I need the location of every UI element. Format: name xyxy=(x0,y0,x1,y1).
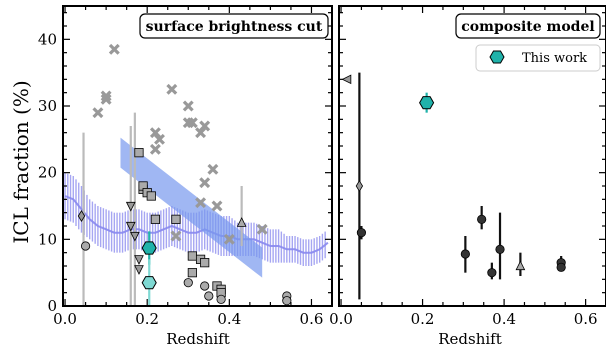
legend-this-work-marker xyxy=(489,50,505,64)
data-point-diamond xyxy=(77,210,86,222)
data-point-circle xyxy=(460,249,470,259)
data-point-circle xyxy=(183,278,193,288)
data-point-circle xyxy=(282,296,292,306)
legend-this-work-label: This work xyxy=(522,51,587,66)
data-point-circle xyxy=(487,268,497,278)
this-work-point xyxy=(141,241,157,255)
data-point-circle xyxy=(80,241,91,251)
data-point-square xyxy=(187,268,197,278)
panel-title-box-right: composite model xyxy=(455,13,601,39)
data-point-circle xyxy=(495,244,505,254)
axes-frame xyxy=(62,5,333,307)
data-point-square xyxy=(171,214,181,224)
x-tick-label: 0.4 xyxy=(217,310,241,328)
this-work-point xyxy=(419,96,435,110)
data-point-cross xyxy=(223,233,235,245)
y-tick-label: 30 xyxy=(38,97,57,115)
data-point-triangle-up xyxy=(515,260,526,271)
data-point-square xyxy=(150,214,161,224)
y-tick-label: 40 xyxy=(38,30,57,48)
panel-composite-model: 0.0 0.2 0.4 0.6 xyxy=(329,5,606,328)
data-point-triangle-down xyxy=(134,255,144,265)
data-point-cross xyxy=(149,127,161,139)
data-point-cross xyxy=(195,197,207,209)
data-point-circle xyxy=(556,262,566,272)
data-point-cross xyxy=(92,107,104,119)
x-tick-label: 0.0 xyxy=(53,310,77,328)
data-point-circle xyxy=(216,294,226,304)
panel-surface-brightness-cut: 0.0 0.2 0.4 0.6 0 10 20 30 40 xyxy=(38,5,333,328)
data-point-cross xyxy=(199,177,211,189)
data-point-cross xyxy=(108,43,120,55)
data-point-cross xyxy=(154,133,165,145)
data-point-cross xyxy=(166,83,178,95)
data-point-circle xyxy=(477,214,487,224)
panel-title-left: surface brightness cut xyxy=(146,19,323,35)
data-point-cross xyxy=(195,127,207,139)
y-tick-label: 0 xyxy=(47,297,57,315)
y-axis-label: ICL fraction (%) xyxy=(9,80,33,243)
data-point-square xyxy=(146,191,156,201)
x-tick-label: 0.0 xyxy=(329,310,353,328)
data-point-cross xyxy=(256,223,268,235)
simulation-band-median xyxy=(64,195,329,254)
x-tick-label: 0.2 xyxy=(411,310,435,328)
legend[interactable]: This work xyxy=(475,44,601,72)
data-point-cross xyxy=(182,117,194,129)
data-point-circle xyxy=(200,281,210,291)
data-point-circle xyxy=(356,228,367,238)
data-point-triangle-down xyxy=(130,231,140,242)
data-point-triangle-down xyxy=(125,201,136,212)
x-tick-label: 0.6 xyxy=(300,310,324,328)
data-point-cross xyxy=(182,100,194,112)
panel-title-box-left: surface brightness cut xyxy=(139,13,329,39)
y-tick-label: 20 xyxy=(38,164,57,182)
data-point-square xyxy=(134,148,144,158)
data-point-triangle-left xyxy=(341,74,352,85)
this-work-point xyxy=(141,276,157,290)
data-point-triangle-up xyxy=(236,217,247,227)
y-tick-label: 10 xyxy=(38,230,57,248)
x-tick-label: 0.2 xyxy=(135,310,159,328)
data-point-cross xyxy=(207,163,219,175)
x-axis-label-left: Redshift xyxy=(166,330,230,348)
data-point-cross xyxy=(199,120,211,132)
data-point-cross xyxy=(170,230,182,242)
x-axis-label-right: Redshift xyxy=(438,330,502,348)
data-point-cross xyxy=(100,90,112,102)
panel-title-right: composite model xyxy=(461,19,594,35)
data-point-square xyxy=(187,251,197,261)
data-point-circle xyxy=(204,291,214,301)
x-tick-label: 0.6 xyxy=(574,310,598,328)
data-point-triangle-down xyxy=(134,265,144,275)
data-point-triangle-down xyxy=(125,221,136,232)
axes-frame xyxy=(338,5,606,307)
data-point-cross xyxy=(211,200,223,212)
data-point-diamond xyxy=(355,180,364,192)
data-point-cross xyxy=(149,143,161,155)
data-point-square xyxy=(200,258,210,268)
x-tick-label: 0.4 xyxy=(492,310,516,328)
